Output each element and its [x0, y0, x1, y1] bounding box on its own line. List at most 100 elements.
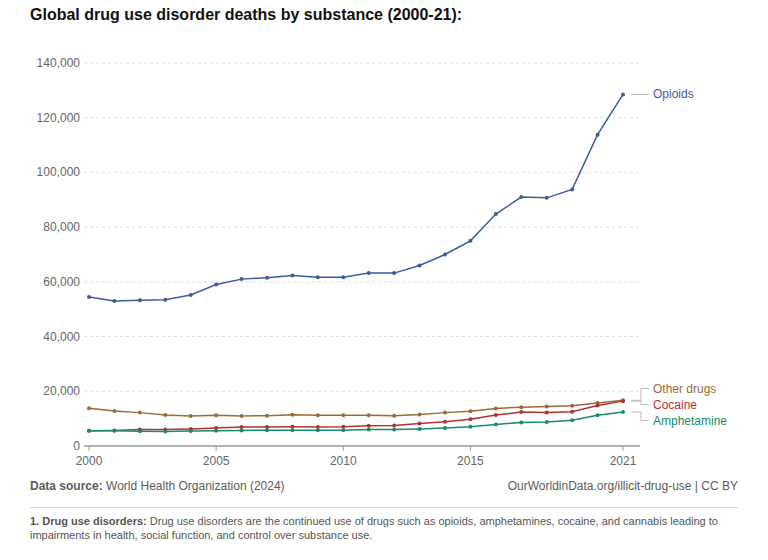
- series-marker: [367, 413, 371, 417]
- x-tick-label: 2005: [203, 454, 230, 468]
- series-marker: [316, 428, 320, 432]
- series-marker: [265, 428, 269, 432]
- series-marker: [214, 283, 218, 287]
- x-tick-label: 2015: [457, 454, 484, 468]
- label-connector: [631, 401, 649, 404]
- y-tick-label: 100,000: [37, 165, 81, 179]
- series-marker: [494, 407, 498, 411]
- series-marker: [316, 275, 320, 279]
- series-marker: [468, 409, 472, 413]
- series-marker: [519, 405, 523, 409]
- series-marker: [290, 274, 294, 278]
- series-marker: [596, 413, 600, 417]
- x-tick-label: 2010: [330, 454, 357, 468]
- x-tick-label: 2021: [610, 454, 637, 468]
- series-marker: [367, 271, 371, 275]
- series-marker: [443, 411, 447, 415]
- series-marker: [87, 429, 91, 433]
- y-tick-label: 120,000: [37, 111, 81, 125]
- series-marker: [112, 299, 116, 303]
- series-marker: [570, 187, 574, 191]
- y-tick-label: 60,000: [43, 275, 80, 289]
- x-tick-label: 2000: [76, 454, 103, 468]
- series-marker: [214, 413, 218, 417]
- source-label: Data source:: [30, 479, 103, 493]
- series-marker: [468, 417, 472, 421]
- series-marker: [367, 428, 371, 432]
- series-marker: [240, 277, 244, 281]
- legend-label: Other drugs: [653, 382, 716, 396]
- series-marker: [265, 276, 269, 280]
- legend-label: Cocaine: [653, 398, 697, 412]
- series-marker: [494, 422, 498, 426]
- series-marker: [189, 429, 193, 433]
- series-marker: [443, 426, 447, 430]
- y-tick-label: 20,000: [43, 384, 80, 398]
- legend-label: Opioids: [653, 87, 694, 101]
- series-marker: [545, 405, 549, 409]
- series-marker: [392, 271, 396, 275]
- series-marker: [367, 424, 371, 428]
- label-connector: [631, 94, 649, 95]
- series-marker: [290, 413, 294, 417]
- series-marker: [596, 133, 600, 137]
- x-tick: [470, 446, 471, 451]
- x-tick: [89, 446, 90, 451]
- grid-line: [84, 391, 640, 392]
- x-tick: [623, 446, 624, 451]
- series-marker: [112, 409, 116, 413]
- series-marker: [341, 428, 345, 432]
- series-marker: [138, 411, 142, 415]
- series-marker: [570, 410, 574, 414]
- series-line: [89, 94, 623, 301]
- grid-line: [84, 117, 640, 118]
- series-marker: [240, 414, 244, 418]
- grid-line: [84, 281, 640, 282]
- legend-label: Amphetamine: [653, 414, 727, 428]
- y-tick-label: 40,000: [43, 330, 80, 344]
- series-marker: [138, 429, 142, 433]
- y-tick-label: 80,000: [43, 220, 80, 234]
- grid-line: [84, 336, 640, 337]
- series-marker: [392, 423, 396, 427]
- series-marker: [621, 398, 625, 402]
- series-marker: [87, 406, 91, 410]
- series-marker: [418, 413, 422, 417]
- series-marker: [341, 413, 345, 417]
- series-marker: [621, 399, 625, 403]
- series-marker: [519, 410, 523, 414]
- series-marker: [214, 429, 218, 433]
- series-marker: [545, 411, 549, 415]
- series-marker: [392, 414, 396, 418]
- source: Data source: World Health Organization (…: [30, 479, 285, 493]
- series-marker: [138, 298, 142, 302]
- series-marker: [87, 429, 91, 433]
- series-line: [89, 412, 623, 431]
- series-marker: [519, 195, 523, 199]
- series-marker: [112, 428, 116, 432]
- series-marker: [494, 413, 498, 417]
- label-connector: [631, 389, 649, 401]
- title: Global drug use disorder deaths by subst…: [30, 6, 462, 24]
- grid-line: [84, 63, 640, 64]
- series-marker: [189, 414, 193, 418]
- series-marker: [316, 413, 320, 417]
- series-marker: [570, 404, 574, 408]
- grid-line: [84, 227, 640, 228]
- series-marker: [87, 295, 91, 299]
- series-marker: [621, 410, 625, 414]
- series-line: [89, 400, 623, 416]
- series-marker: [341, 275, 345, 279]
- grid-line: [84, 446, 640, 447]
- series-marker: [392, 428, 396, 432]
- series-marker: [443, 420, 447, 424]
- x-tick: [216, 446, 217, 451]
- series-marker: [545, 196, 549, 200]
- series-marker: [545, 420, 549, 424]
- footnote-label: 1. Drug use disorders:: [30, 515, 147, 527]
- x-tick: [343, 446, 344, 451]
- series-marker: [519, 420, 523, 424]
- separator: [30, 507, 738, 508]
- series-marker: [570, 418, 574, 422]
- series-marker: [163, 298, 167, 302]
